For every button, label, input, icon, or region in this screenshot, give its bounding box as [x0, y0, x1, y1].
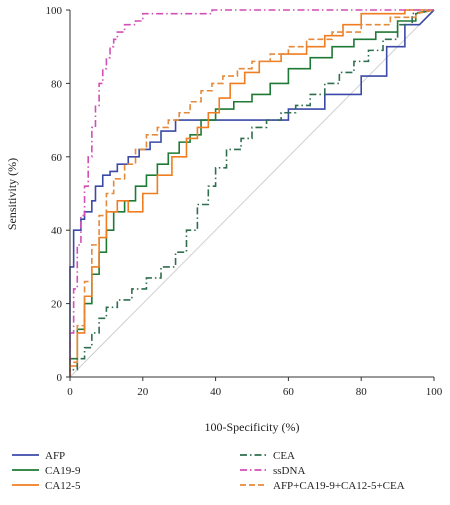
x-tick-label-1: 20	[137, 386, 149, 398]
plot-area	[69, 9, 435, 378]
y-tick-label-5: 100	[46, 5, 63, 17]
y-tick-label-0: 0	[57, 372, 63, 384]
legend-label-2: CA12-5	[45, 480, 81, 492]
series-line-2	[69, 9, 434, 377]
x-tick-label-2: 40	[210, 386, 222, 398]
legend-label-0: AFP	[45, 450, 65, 462]
y-axis-label: Sensitivity (%)	[5, 158, 19, 230]
legend-label-3: CEA	[273, 450, 295, 462]
x-tick-label-5: 100	[426, 386, 443, 398]
axes: 0 20 40 60 80 100 0 20 40 60 80 100	[46, 5, 443, 398]
series-line-3	[69, 9, 435, 377]
y-tick-label-1: 20	[51, 299, 63, 311]
y-tick-label-2: 40	[51, 225, 63, 237]
x-tick-label-4: 80	[356, 386, 368, 398]
reference-diagonal	[69, 9, 435, 378]
x-tick-label-0: 0	[67, 386, 73, 398]
y-tick-label-4: 80	[51, 78, 63, 90]
x-axis-label: 100-Specificity (%)	[205, 420, 300, 434]
legend-label-1: CA19-9	[45, 465, 81, 477]
series-line-5	[69, 9, 435, 377]
x-tick-label-3: 60	[283, 386, 295, 398]
legend: AFP CA19-9 CA12-5 CEA ssDNA AFP+CA19-9+CA12-5…	[12, 450, 405, 492]
legend-label-4: ssDNA	[273, 465, 305, 477]
y-tick-label-3: 60	[51, 152, 63, 164]
legend-label-5: AFP+CA19-9+CA12-5+CEA	[273, 480, 405, 492]
